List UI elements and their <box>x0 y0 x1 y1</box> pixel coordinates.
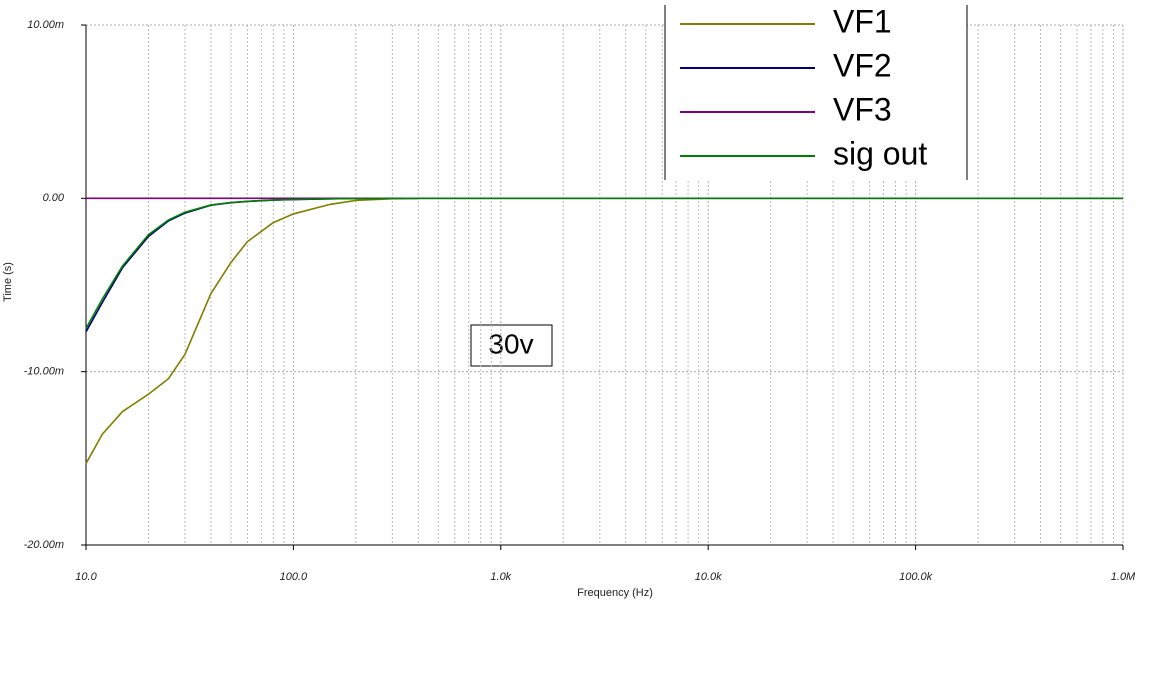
y-tick-label: -10.00m <box>24 366 64 378</box>
y-tick-label: 0.00 <box>43 192 65 204</box>
x-tick-label: 1.0k <box>490 571 511 583</box>
series-line <box>85 197 419 464</box>
x-tick-label: 10.0 <box>75 571 97 583</box>
x-axis-label: Frequency (Hz) <box>577 587 653 599</box>
series-line <box>85 197 419 333</box>
y-tick-label: -20.00m <box>24 539 64 551</box>
legend-label: sig out <box>833 135 927 171</box>
x-tick-label: 100.0k <box>899 571 933 583</box>
annotation-box <box>470 324 553 367</box>
legend-label: VF1 <box>833 3 892 39</box>
series-line <box>85 197 1123 329</box>
y-axis-label: Time (s) <box>2 262 14 302</box>
y-tick-label: 10.00m <box>27 19 64 31</box>
legend-label: VF3 <box>833 91 892 127</box>
x-tick-label: 1.0M <box>1111 571 1136 583</box>
x-tick-label: 100.0 <box>280 571 308 583</box>
annotation: 30v <box>488 328 533 359</box>
x-tick-label: 10.0k <box>695 571 722 583</box>
legend-box <box>665 0 967 180</box>
legend-label: VF2 <box>833 47 892 83</box>
